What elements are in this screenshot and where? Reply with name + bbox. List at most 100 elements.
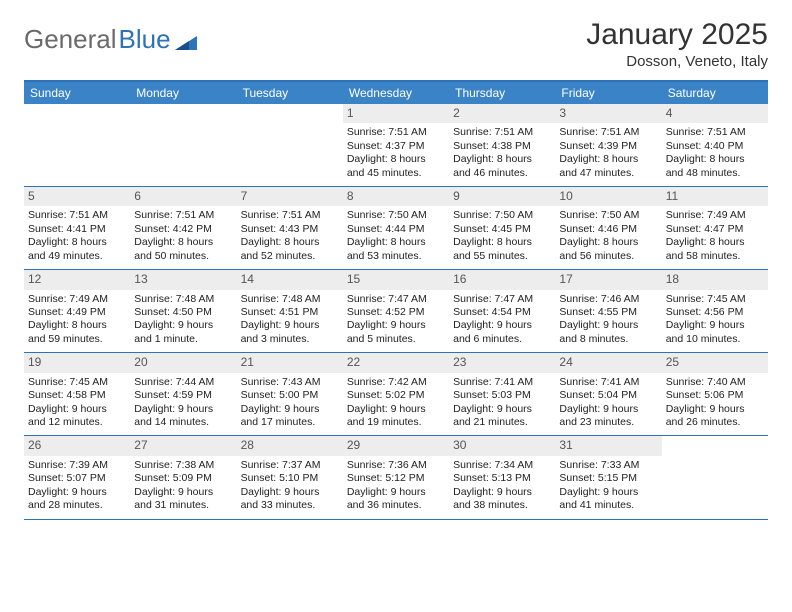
daylight-line: Daylight: 9 hours and 19 minutes. (347, 403, 445, 430)
day-cell: 30Sunrise: 7:34 AMSunset: 5:13 PMDayligh… (449, 436, 555, 518)
daylight-line: Daylight: 9 hours and 5 minutes. (347, 319, 445, 346)
day-number: 18 (662, 270, 768, 289)
sunrise-line: Sunrise: 7:50 AM (559, 209, 657, 222)
sunrise-line: Sunrise: 7:33 AM (559, 459, 657, 472)
day-cell: 16Sunrise: 7:47 AMSunset: 4:54 PMDayligh… (449, 270, 555, 352)
day-cell: 23Sunrise: 7:41 AMSunset: 5:03 PMDayligh… (449, 353, 555, 435)
sunrise-line: Sunrise: 7:34 AM (453, 459, 551, 472)
daylight-line: Daylight: 8 hours and 46 minutes. (453, 153, 551, 180)
calendar: Sunday Monday Tuesday Wednesday Thursday… (24, 80, 768, 520)
day-number: 15 (343, 270, 449, 289)
day-cell: 11Sunrise: 7:49 AMSunset: 4:47 PMDayligh… (662, 187, 768, 269)
day-number: 19 (24, 353, 130, 372)
week-row: 12Sunrise: 7:49 AMSunset: 4:49 PMDayligh… (24, 270, 768, 353)
day-of-week-row: Sunday Monday Tuesday Wednesday Thursday… (24, 82, 768, 104)
daylight-line: Daylight: 9 hours and 33 minutes. (241, 486, 339, 513)
sunset-line: Sunset: 5:13 PM (453, 472, 551, 485)
day-number: 6 (130, 187, 236, 206)
day-number: 9 (449, 187, 555, 206)
day-number: 26 (24, 436, 130, 455)
sunset-line: Sunset: 5:03 PM (453, 389, 551, 402)
sunset-line: Sunset: 4:45 PM (453, 223, 551, 236)
daylight-line: Daylight: 8 hours and 56 minutes. (559, 236, 657, 263)
sunrise-line: Sunrise: 7:41 AM (453, 376, 551, 389)
day-cell: 31 Sunrise: 7:33 AMSunset: 5:15 PMDayligh… (555, 436, 661, 518)
sunrise-line: Sunrise: 7:45 AM (666, 293, 764, 306)
dow-sunday: Sunday (24, 82, 130, 104)
sunset-line: Sunset: 5:02 PM (347, 389, 445, 402)
sunrise-line: Sunrise: 7:47 AM (453, 293, 551, 306)
day-number: 13 (130, 270, 236, 289)
day-number: 17 (555, 270, 661, 289)
week-row: 26Sunrise: 7:39 AMSunset: 5:07 PMDayligh… (24, 436, 768, 519)
sunset-line: Sunset: 5:12 PM (347, 472, 445, 485)
day-number: 11 (662, 187, 768, 206)
daylight-line: Daylight: 9 hours and 28 minutes. (28, 486, 126, 513)
day-number: 27 (130, 436, 236, 455)
sunrise-line: Sunrise: 7:51 AM (453, 126, 551, 139)
day-number: 24 (555, 353, 661, 372)
sunset-line: Sunset: 4:38 PM (453, 140, 551, 153)
daylight-line: Daylight: 9 hours and 21 minutes. (453, 403, 551, 430)
daylight-line: Daylight: 9 hours and 26 minutes. (666, 403, 764, 430)
dow-friday: Friday (555, 82, 661, 104)
day-number (662, 436, 768, 455)
day-cell: 26Sunrise: 7:39 AMSunset: 5:07 PMDayligh… (24, 436, 130, 518)
daylight-line: Daylight: 9 hours and 10 minutes. (666, 319, 764, 346)
day-cell: 28Sunrise: 7:37 AMSunset: 5:10 PMDayligh… (237, 436, 343, 518)
daylight-line: Daylight: 9 hours and 41 minutes. (559, 486, 657, 513)
day-cell: 2Sunrise: 7:51 AMSunset: 4:38 PMDaylight… (449, 104, 555, 186)
sunrise-line: Sunrise: 7:50 AM (453, 209, 551, 222)
sunset-line: Sunset: 4:51 PM (241, 306, 339, 319)
week-row: 1Sunrise: 7:51 AMSunset: 4:37 PMDaylight… (24, 104, 768, 187)
daylight-line: Daylight: 8 hours and 50 minutes. (134, 236, 232, 263)
month-title: January 2025 (586, 18, 768, 51)
dow-saturday: Saturday (662, 82, 768, 104)
sunset-line: Sunset: 4:42 PM (134, 223, 232, 236)
day-number: 14 (237, 270, 343, 289)
daylight-line: Daylight: 9 hours and 36 minutes. (347, 486, 445, 513)
day-number: 31 (555, 436, 661, 455)
day-number: 3 (555, 104, 661, 123)
sunrise-line: Sunrise: 7:49 AM (666, 209, 764, 222)
sunset-line: Sunset: 4:56 PM (666, 306, 764, 319)
sunset-line: Sunset: 5:06 PM (666, 389, 764, 402)
day-cell: 21Sunrise: 7:43 AMSunset: 5:00 PMDayligh… (237, 353, 343, 435)
day-cell: 25Sunrise: 7:40 AMSunset: 5:06 PMDayligh… (662, 353, 768, 435)
sunrise-line: Sunrise: 7:50 AM (347, 209, 445, 222)
brand-part1: General (24, 24, 117, 55)
day-cell: 10Sunrise: 7:50 AMSunset: 4:46 PMDayligh… (555, 187, 661, 269)
sunrise-line: Sunrise: 7:36 AM (347, 459, 445, 472)
sunset-line: Sunset: 4:59 PM (134, 389, 232, 402)
sunrise-line: Sunrise: 7:51 AM (559, 126, 657, 139)
day-number (130, 104, 236, 123)
sunset-line: Sunset: 4:44 PM (347, 223, 445, 236)
day-number: 22 (343, 353, 449, 372)
sunset-line: Sunset: 4:49 PM (28, 306, 126, 319)
day-cell: 29Sunrise: 7:36 AMSunset: 5:12 PMDayligh… (343, 436, 449, 518)
daylight-line: Daylight: 8 hours and 52 minutes. (241, 236, 339, 263)
sunset-line: Sunset: 5:04 PM (559, 389, 657, 402)
sunrise-line: Sunrise: 7:41 AM (559, 376, 657, 389)
sunset-line: Sunset: 4:50 PM (134, 306, 232, 319)
week-row: 19Sunrise: 7:45 AMSunset: 4:58 PMDayligh… (24, 353, 768, 436)
day-number: 5 (24, 187, 130, 206)
dow-monday: Monday (130, 82, 236, 104)
day-cell (130, 104, 236, 186)
daylight-line: Daylight: 8 hours and 55 minutes. (453, 236, 551, 263)
sunset-line: Sunset: 5:00 PM (241, 389, 339, 402)
daylight-line: Daylight: 8 hours and 47 minutes. (559, 153, 657, 180)
sunrise-line: Sunrise: 7:51 AM (347, 126, 445, 139)
sunrise-line: Sunrise: 7:38 AM (134, 459, 232, 472)
day-cell: 20Sunrise: 7:44 AMSunset: 4:59 PMDayligh… (130, 353, 236, 435)
sunrise-line: Sunrise: 7:51 AM (134, 209, 232, 222)
sunset-line: Sunset: 4:41 PM (28, 223, 126, 236)
sunset-line: Sunset: 4:40 PM (666, 140, 764, 153)
sunrise-line: Sunrise: 7:42 AM (347, 376, 445, 389)
daylight-line: Daylight: 8 hours and 53 minutes. (347, 236, 445, 263)
day-cell: 6 Sunrise: 7:51 AMSunset: 4:42 PMDaylight… (130, 187, 236, 269)
daylight-line: Daylight: 9 hours and 38 minutes. (453, 486, 551, 513)
sunset-line: Sunset: 5:09 PM (134, 472, 232, 485)
daylight-line: Daylight: 9 hours and 17 minutes. (241, 403, 339, 430)
sunset-line: Sunset: 5:15 PM (559, 472, 657, 485)
